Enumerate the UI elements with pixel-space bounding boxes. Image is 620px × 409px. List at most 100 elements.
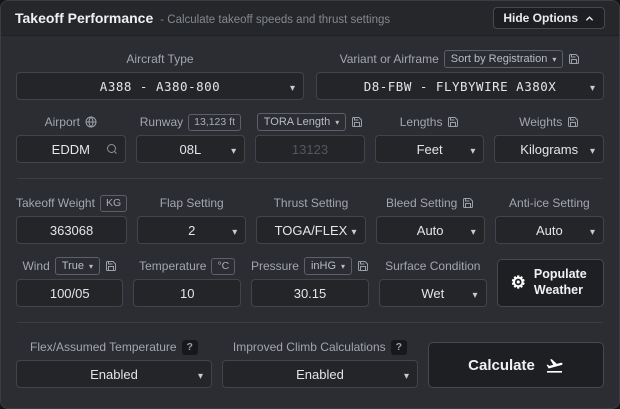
runway-select[interactable]: 08L (135, 135, 246, 163)
anti-ice-field: Anti-ice Setting Auto (494, 194, 604, 244)
tora-input (255, 135, 365, 163)
takeoff-icon (545, 356, 564, 375)
weather-row: Wind True Temperature °C (16, 257, 604, 307)
chevron-down-icon (290, 79, 295, 94)
chevron-down-icon (89, 259, 93, 273)
thrust-setting-field: Thrust Setting TOGA/FLEX (256, 194, 366, 244)
save-icon[interactable] (105, 260, 117, 272)
chevron-down-icon (404, 367, 409, 382)
weights-value: Kilograms (520, 141, 579, 157)
runway-field: Runway 13,123 ft 08L (135, 113, 246, 163)
globe-icon (85, 116, 97, 128)
airport-field: Airport (16, 113, 126, 163)
thrust-setting-value: TOGA/FLEX (274, 222, 348, 238)
surface-condition-select[interactable]: Wet (379, 279, 487, 307)
calculate-label: Calculate (468, 356, 535, 374)
weights-field: Weights Kilograms (494, 113, 604, 163)
pressure-unit-select[interactable]: inHG (303, 257, 353, 275)
weight-unit-badge: KG (99, 194, 128, 212)
pressure-label: Pressure (250, 259, 299, 273)
gear-icon (511, 274, 526, 293)
surface-condition-value: Wet (421, 285, 445, 301)
lengths-select[interactable]: Feet (374, 135, 485, 163)
options-row: Flex/Assumed Temperature ? Enabled Impro… (16, 338, 604, 388)
weights-select[interactable]: Kilograms (494, 135, 604, 163)
airport-label: Airport (44, 115, 80, 129)
takeoff-weight-input[interactable] (16, 216, 128, 244)
chevron-up-icon (584, 13, 595, 24)
flap-setting-label: Flap Setting (159, 196, 224, 210)
wind-input[interactable] (16, 279, 124, 307)
lengths-label: Lengths (399, 115, 443, 129)
chevron-down-icon (590, 223, 595, 238)
improved-climb-select[interactable]: Enabled (222, 360, 418, 388)
runway-label: Runway (139, 115, 184, 129)
chevron-down-icon (335, 115, 339, 129)
bleed-setting-label: Bleed Setting (385, 196, 458, 210)
takeoff-weight-field: Takeoff Weight KG (16, 194, 128, 244)
flap-setting-field: Flap Setting 2 (137, 194, 247, 244)
chevron-down-icon (472, 286, 477, 301)
page-subtitle: - Calculate takeoff speeds and thrust se… (160, 14, 391, 26)
thrust-setting-label: Thrust Setting (273, 196, 349, 210)
anti-ice-select[interactable]: Auto (494, 216, 604, 244)
takeoff-weight-label: Takeoff Weight (16, 196, 95, 210)
runway-length-badge: 13,123 ft (188, 113, 241, 131)
tora-length-select[interactable]: TORA Length (256, 113, 347, 131)
aircraft-type-select[interactable]: A388 - A380-800 (16, 72, 304, 100)
page-title: Takeoff Performance (15, 10, 154, 26)
pressure-field: Pressure inHG (250, 257, 370, 307)
temperature-unit-badge: °C (211, 257, 236, 275)
temperature-label: Temperature (139, 259, 207, 273)
tora-field: TORA Length (255, 113, 365, 163)
save-icon[interactable] (567, 116, 579, 128)
save-icon[interactable] (357, 260, 369, 272)
chevron-down-icon (590, 142, 595, 157)
aircraft-type-value: A388 - A380-800 (99, 78, 221, 94)
save-icon[interactable] (447, 116, 459, 128)
sort-mode-select[interactable]: Sort by Registration (443, 50, 564, 68)
surface-condition-field: Surface Condition Wet (379, 257, 487, 307)
aircraft-type-field: Aircraft Type A388 - A380-800 (16, 50, 304, 100)
chevron-down-icon (231, 142, 236, 157)
improved-climb-label: Improved Climb Calculations (232, 340, 386, 354)
chevron-down-icon (552, 52, 556, 66)
pressure-input[interactable] (250, 279, 370, 307)
hide-options-button[interactable]: Hide Options (493, 7, 605, 29)
bleed-setting-field: Bleed Setting Auto (375, 194, 485, 244)
lengths-value: Feet (416, 141, 443, 157)
tora-length-value: TORA Length (263, 116, 331, 128)
flap-setting-select[interactable]: 2 (137, 216, 247, 244)
bleed-setting-select[interactable]: Auto (375, 216, 485, 244)
aircraft-row: Aircraft Type A388 - A380-800 Variant or… (16, 50, 604, 100)
help-icon[interactable]: ? (181, 339, 198, 355)
variant-field: Variant or Airframe Sort by Registration… (316, 50, 604, 100)
temperature-field: Temperature °C (133, 257, 241, 307)
search-icon[interactable] (106, 143, 118, 155)
save-icon[interactable] (462, 197, 474, 209)
calculate-button[interactable]: Calculate (428, 342, 604, 388)
flex-temp-field: Flex/Assumed Temperature ? Enabled (16, 338, 212, 388)
wind-mode-value: True (61, 260, 84, 272)
chevron-down-icon (341, 259, 345, 273)
save-icon[interactable] (568, 53, 580, 65)
weights-label: Weights (519, 115, 563, 129)
variant-label: Variant or Airframe (339, 52, 439, 66)
chevron-down-icon (470, 142, 475, 157)
save-icon[interactable] (351, 116, 363, 128)
flex-temp-select[interactable]: Enabled (16, 360, 212, 388)
help-icon[interactable]: ? (390, 339, 408, 355)
pressure-unit-value: inHG (310, 260, 337, 272)
airport-input[interactable] (16, 135, 126, 163)
populate-weather-label: Populate Weather (533, 267, 587, 297)
wind-mode-select[interactable]: True (54, 257, 101, 275)
chevron-down-icon (590, 79, 595, 94)
variant-select[interactable]: D8-FBW - FLYBYWIRE A380X (316, 72, 604, 100)
lengths-field: Lengths Feet (374, 113, 485, 163)
flex-temp-value: Enabled (90, 366, 138, 382)
anti-ice-value: Auto (536, 222, 563, 238)
temperature-input[interactable] (133, 279, 241, 307)
chevron-down-icon (352, 223, 357, 238)
populate-weather-button[interactable]: Populate Weather (496, 259, 604, 307)
thrust-setting-select[interactable]: TOGA/FLEX (256, 216, 366, 244)
